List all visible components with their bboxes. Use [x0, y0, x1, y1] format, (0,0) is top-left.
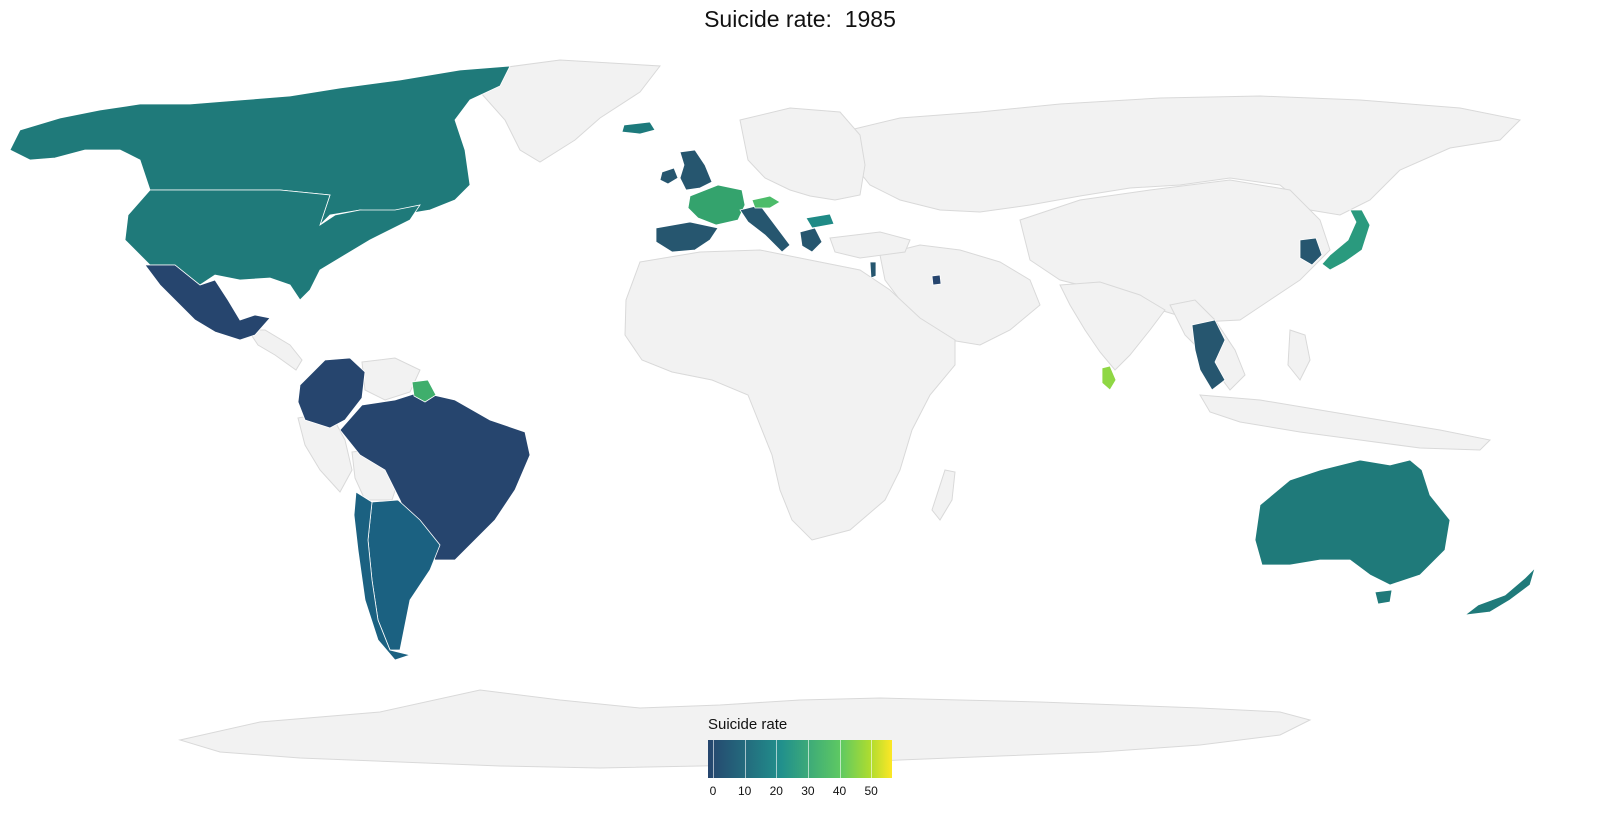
legend-tick-label: 0 — [709, 784, 717, 798]
region-austria[interactable] — [751, 195, 781, 209]
region-tasmania[interactable] — [1374, 589, 1393, 605]
russia — [849, 95, 1522, 216]
philippines — [1287, 329, 1311, 381]
region-kuwait[interactable] — [931, 274, 942, 286]
region-france[interactable] — [687, 184, 746, 226]
greenland — [469, 59, 661, 163]
legend-tick-label: 20 — [769, 784, 783, 798]
region-united-kingdom[interactable] — [679, 149, 713, 191]
scandinavia-east-europe — [739, 107, 866, 201]
region-japan[interactable] — [1321, 209, 1371, 271]
africa — [624, 249, 956, 541]
region-sri-lanka[interactable] — [1101, 365, 1117, 391]
legend-tick-label: 40 — [832, 784, 847, 798]
page-title: Suicide rate: 1985 — [704, 6, 896, 32]
central-america-caribbean — [247, 329, 303, 371]
region-mexico[interactable] — [144, 264, 271, 341]
legend-title: Suicide rate — [708, 716, 788, 733]
venezuela-guyana — [361, 357, 421, 401]
antarctica — [178, 689, 1312, 769]
legend-tick-mark — [744, 740, 746, 778]
region-australia[interactable] — [1254, 459, 1451, 586]
color-legend: Suicide rate 0 10 20 30 40 50 — [708, 716, 908, 806]
region-italy[interactable] — [739, 204, 791, 253]
region-ireland[interactable] — [659, 167, 679, 185]
india — [1059, 281, 1166, 371]
region-bulgaria[interactable] — [805, 213, 835, 229]
legend-tick-mark — [713, 740, 714, 778]
legend-tick-label: 30 — [801, 784, 815, 798]
legend-tick-label: 50 — [864, 784, 878, 798]
turkey — [829, 231, 911, 259]
legend-tick-label: 10 — [737, 784, 752, 798]
legend-color-bar — [708, 740, 892, 778]
legend-tick-mark — [807, 740, 809, 778]
madagascar — [931, 469, 956, 521]
region-chile[interactable] — [353, 491, 412, 661]
legend-tick-mark — [839, 740, 841, 778]
region-israel[interactable] — [869, 261, 877, 279]
region-colombia[interactable] — [297, 357, 366, 429]
legend-tick-mark — [871, 740, 873, 778]
region-thailand[interactable] — [1191, 319, 1226, 391]
region-iceland[interactable] — [621, 121, 656, 135]
region-spain[interactable] — [655, 221, 719, 253]
legend-tick-mark — [776, 740, 778, 778]
region-new-zealand[interactable] — [1463, 567, 1536, 616]
indonesia — [1199, 394, 1492, 451]
china-central-asia — [1019, 179, 1331, 323]
region-greece[interactable] — [799, 227, 823, 253]
data-countries — [9, 65, 1536, 661]
region-canada[interactable] — [9, 65, 511, 226]
region-suriname[interactable] — [411, 379, 437, 403]
region-south-korea[interactable] — [1299, 237, 1323, 266]
